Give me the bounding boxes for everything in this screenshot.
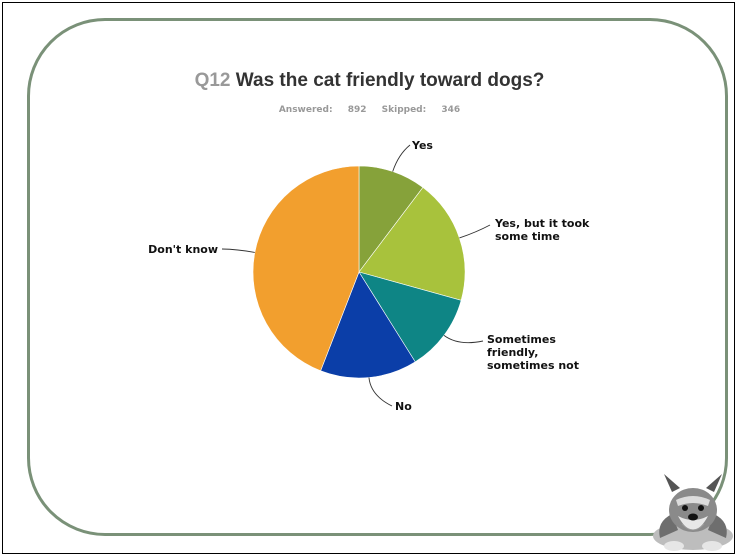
rounded-frame <box>27 18 728 536</box>
leader-line-3 <box>368 377 393 407</box>
leader-line-1 <box>459 224 491 239</box>
skipped-stat: Skipped: 346 <box>382 105 461 115</box>
pie-slice-4 <box>252 165 360 372</box>
answered-count: 892 <box>347 105 367 115</box>
answered-label: Answered: <box>278 105 333 115</box>
question-number: Q12 <box>194 70 231 91</box>
leader-line-0 <box>392 144 411 172</box>
question-text: Was the cat friendly toward dogs? <box>235 70 545 91</box>
answered-stat: Answered: 892 <box>279 105 367 115</box>
slice-label-3: No <box>395 400 412 413</box>
slice-label-1: Yes, but it took some time <box>494 217 590 243</box>
leader-line-4 <box>221 248 255 253</box>
slice-label-4: Don't know <box>148 243 218 256</box>
response-stats: Answered: 892 Skipped: 346 <box>0 105 739 115</box>
slice-label-0: Yes <box>411 139 433 152</box>
leader-line-2 <box>443 335 484 344</box>
skipped-label: Skipped: <box>381 105 427 115</box>
pie-slice-1 <box>358 187 466 301</box>
skipped-count: 346 <box>441 105 461 115</box>
schnauzer-dog-icon <box>653 474 733 551</box>
question-title: Q12 Was the cat friendly toward dogs? <box>0 70 739 92</box>
slice-label-2: Sometimes friendly, sometimes not <box>487 333 579 372</box>
